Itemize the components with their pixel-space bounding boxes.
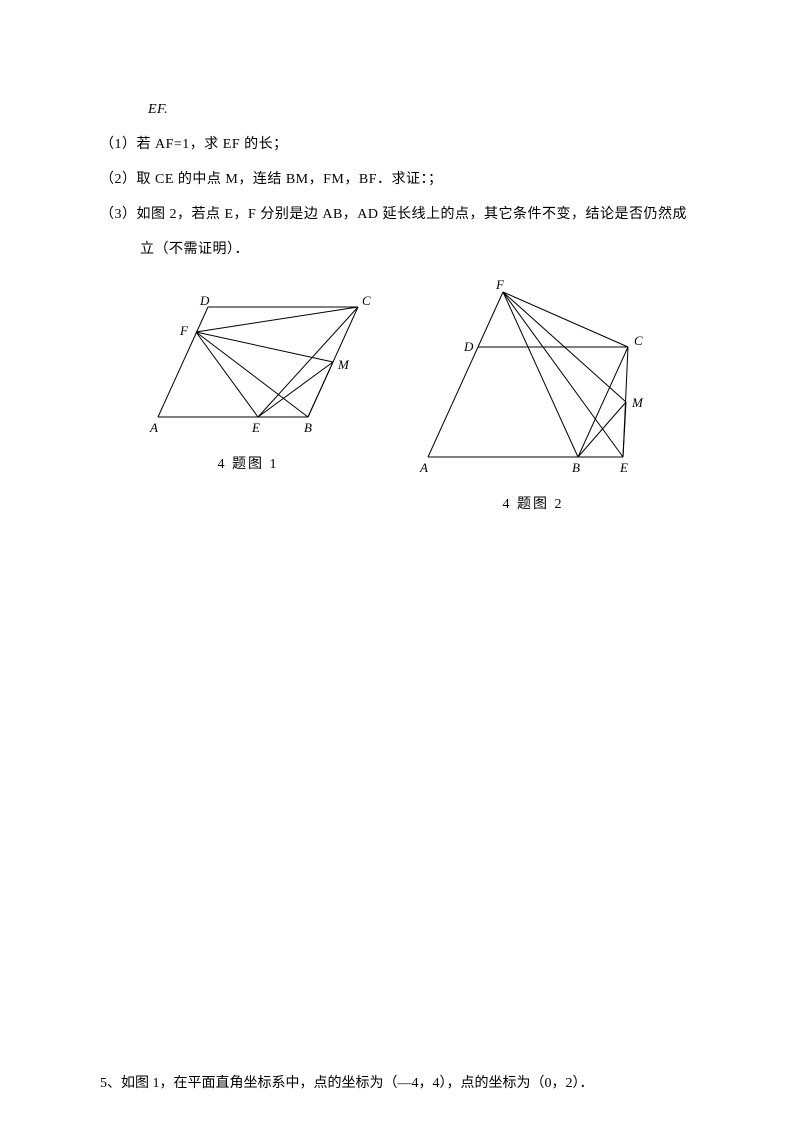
svg-text:F: F (495, 277, 505, 292)
svg-text:C: C (634, 333, 643, 348)
figure-2-svg: A B E D C F M (398, 277, 668, 487)
q5: 5、如图 1，在平面直角坐标系中，点的坐标为（—4，4），点的坐标为（0，2）． (100, 1071, 700, 1096)
svg-text:M: M (337, 357, 350, 372)
page: EF. （1）若 AF=1，求 EF 的长； （2）取 CE 的中点 M，连结 … (0, 0, 800, 1132)
svg-text:B: B (572, 460, 580, 475)
svg-text:C: C (362, 293, 371, 308)
figure-1-caption: 4 题图 1 (218, 453, 279, 473)
svg-text:M: M (631, 395, 644, 410)
q2: （2）取 CE 的中点 M，连结 BM，FM，BF．求证：； (100, 162, 700, 197)
svg-text:B: B (304, 420, 312, 435)
svg-text:A: A (149, 420, 158, 435)
figure-row: A B C D E F M 4 题图 1 A B E D C F M 4 题图 2 (118, 277, 700, 513)
svg-text:E: E (619, 460, 628, 475)
q3-line2: 立（不需证明）． (100, 232, 700, 267)
svg-text:E: E (251, 420, 260, 435)
svg-text:D: D (199, 293, 210, 308)
svg-text:F: F (179, 323, 189, 338)
figure-2-cell: A B E D C F M 4 题图 2 (398, 277, 668, 513)
figure-1-svg: A B C D E F M (118, 277, 378, 447)
q1: （1）若 AF=1，求 EF 的长； (100, 127, 700, 162)
text-ef: EF. (148, 102, 168, 117)
figure-1-cell: A B C D E F M 4 题图 1 (118, 277, 378, 513)
figure-2-caption: 4 题图 2 (503, 493, 564, 513)
q3-line1: （3）如图 2，若点 E，F 分别是边 AB，AD 延长线上的点，其它条件不变，… (100, 197, 700, 232)
svg-text:A: A (419, 460, 428, 475)
svg-text:D: D (463, 339, 474, 354)
line-ef-tail: EF. (100, 92, 700, 127)
